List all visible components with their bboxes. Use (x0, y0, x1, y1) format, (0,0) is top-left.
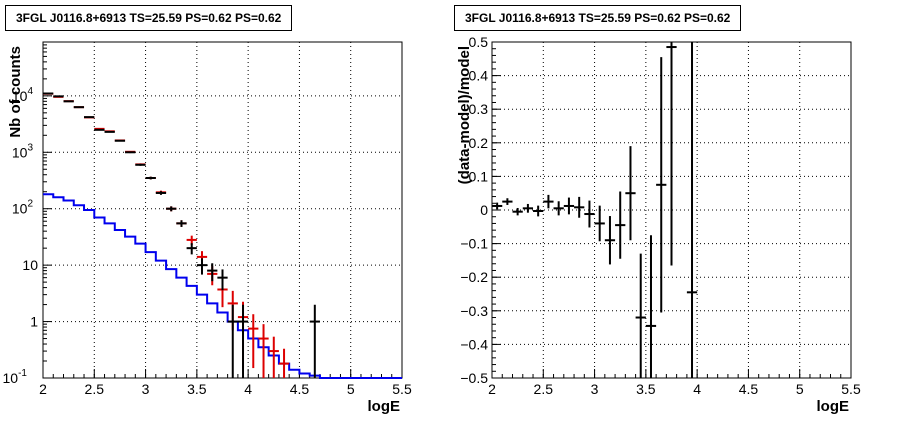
x-tick-label: 4 (244, 381, 252, 397)
y-tick-label: 10 (22, 257, 38, 273)
y-tick-label: −0.4 (460, 336, 488, 352)
x-tick-label: 3.5 (636, 381, 656, 397)
x-tick-label: 2.5 (534, 381, 554, 397)
x-tick-label: 4 (693, 381, 701, 397)
x-tick-label: 5.5 (841, 381, 861, 397)
counts-chart: 2 2.5 3 3.5 4 4.5 5 5.5 10-1 1 10 102 103 104 logE Nb o… (3, 41, 412, 415)
grid (492, 42, 851, 378)
x-tick-label: 2 (39, 381, 47, 397)
x-tick-label: 4.5 (739, 381, 759, 397)
model-series (43, 92, 290, 378)
grid (43, 42, 402, 378)
counts-panel: 3FGL J0116.8+6913 TS=25.59 PS=0.62 PS=0.… (3, 5, 412, 415)
x-tick-label: 5 (796, 381, 804, 397)
y-tick-label: 0.5 (469, 34, 489, 50)
residuals-panel: 3FGL J0116.8+6913 TS=25.59 PS=0.62 PS=0.… (449, 0, 898, 421)
y-axis-label: (data-model)/model (456, 46, 473, 184)
x-tick-label: 5 (347, 381, 355, 397)
y-tick-label: 0 (480, 202, 488, 218)
y-tick-label: −0.2 (460, 269, 488, 285)
plot-frame (42, 41, 403, 379)
x-tick-label: 3 (591, 381, 599, 397)
y-tick-label: 10-1 (3, 368, 28, 386)
residual-series (492, 42, 698, 378)
residuals-chart: 2 2.5 3 3.5 4 4.5 5 5.5 −0.5 −0.4 −0.3 −0.2 −0.1 0 0.1… (456, 34, 861, 415)
y-tick-label: 0.4 (469, 68, 489, 84)
y-axis-label: Nb of counts (7, 46, 24, 138)
x-tick-label: 3 (142, 381, 150, 397)
x-axis-label: logE (368, 398, 401, 415)
x-tick-label: 5.5 (392, 381, 412, 397)
y-tick-label: 104 (12, 86, 34, 104)
y-tick-label: 103 (12, 142, 34, 160)
x-tick-label: 2.5 (85, 381, 105, 397)
x-axis-label: logE (817, 398, 850, 415)
y-tick-label: 0.3 (469, 101, 489, 117)
y-tick-label: 1 (30, 314, 38, 330)
x-tick-label: 2 (488, 381, 496, 397)
y-tick-label: −0.5 (460, 370, 488, 386)
model-step-line (43, 193, 402, 379)
residuals-chart-title: 3FGL J0116.8+6913 TS=25.59 PS=0.62 PS=0.… (454, 5, 742, 31)
x-tick-label: 4.5 (290, 381, 310, 397)
y-tick-label: −0.3 (460, 303, 488, 319)
counts-chart-title: 3FGL J0116.8+6913 TS=25.59 PS=0.62 PS=0.… (5, 5, 293, 31)
y-tick-label: 102 (12, 199, 34, 217)
x-tick-label: 3.5 (187, 381, 207, 397)
y-tick-label: 0.1 (469, 168, 489, 184)
y-tick-label: −0.1 (460, 236, 488, 252)
y-tick-label: 0.2 (469, 135, 489, 151)
data-series (43, 92, 320, 378)
